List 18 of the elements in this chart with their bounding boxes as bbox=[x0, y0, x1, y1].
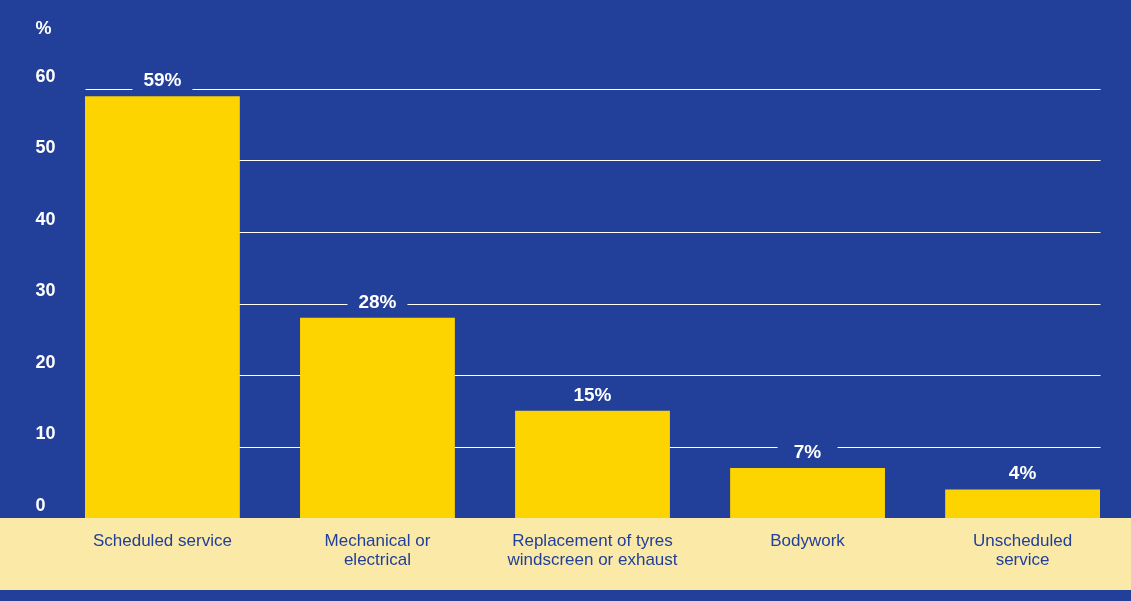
y-tick-label: 50 bbox=[35, 137, 56, 157]
x-tick-label: Bodywork bbox=[770, 530, 846, 550]
x-tick-label: Unscheduled service bbox=[972, 530, 1073, 569]
data-label: 15% bbox=[573, 383, 612, 405]
y-tick-label: 10 bbox=[35, 423, 56, 443]
data-label: 4% bbox=[1008, 462, 1037, 484]
x-tick-label: Scheduled service bbox=[92, 530, 232, 550]
y-tick-label: 60 bbox=[35, 65, 56, 86]
y-tick-label: 40 bbox=[35, 208, 56, 229]
data-label: 59% bbox=[143, 69, 182, 91]
y-tick-label: 0 bbox=[35, 494, 46, 515]
y-tick-label: 20 bbox=[35, 351, 56, 372]
x-tick-label: Mechanical or electrical bbox=[324, 530, 431, 569]
y-axis-title: % bbox=[35, 17, 52, 38]
y-tick-label: 30 bbox=[35, 280, 56, 300]
data-label: 28% bbox=[358, 290, 397, 312]
data-label: 7% bbox=[793, 440, 822, 462]
x-tick-label: Replacement of tyres windscreen or exhaust bbox=[506, 530, 678, 569]
